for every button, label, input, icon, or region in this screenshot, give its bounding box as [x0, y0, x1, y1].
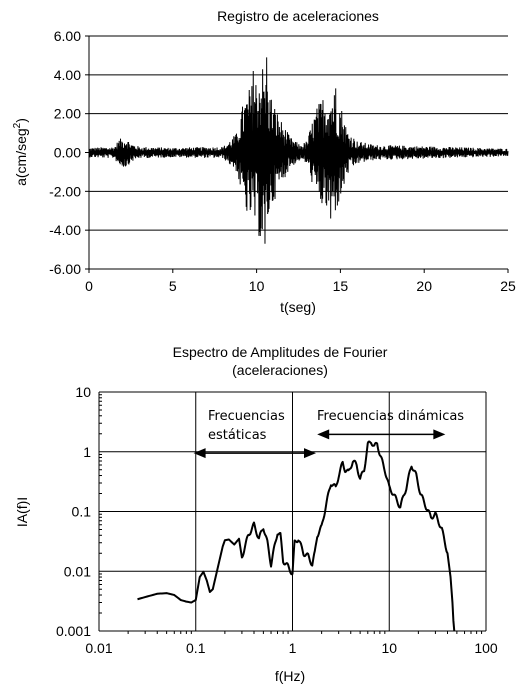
chart2-x-label: f(Hz)	[275, 668, 305, 684]
dynamic-freq-arrow-head-left	[317, 429, 330, 440]
chart1-series	[88, 57, 509, 244]
chart2-series	[137, 440, 456, 632]
chart2-y-tick-label: 0.001	[56, 623, 91, 639]
chart1-y-label-sup: 2	[12, 122, 23, 128]
chart2-y-tick-label: 0.1	[72, 504, 92, 520]
chart1-y-tick-label: 4.00	[54, 67, 81, 83]
chart1-x-label: t(seg)	[280, 299, 316, 315]
chart2-x-tick-label: 0.01	[85, 640, 112, 656]
chart1-x-tick-label: 15	[333, 278, 349, 294]
chart2-y-tick-label: 0.01	[64, 563, 91, 579]
static-freq-label-2: estáticas	[208, 428, 267, 443]
chart1-y-tick-label: -6.00	[49, 261, 81, 277]
chart1-title: Registro de aceleraciones	[217, 8, 379, 24]
acceleration-series	[88, 57, 509, 244]
chart1-x-tick-label: 5	[169, 278, 177, 294]
chart1-y-label: a(cm/seg2)	[12, 118, 29, 186]
chart2-y-label: IA(f)I	[14, 497, 30, 527]
dynamic-freq-arrow-head-right	[433, 429, 446, 440]
chart1-y-tick-label: -4.00	[49, 222, 81, 238]
chart1-y-tick-label: -2.00	[49, 183, 81, 199]
chart2-y-tick-label: 1	[83, 444, 91, 460]
static-freq-arrow-head-right	[304, 448, 317, 459]
chart1-x-tick-label: 25	[500, 278, 516, 294]
chart2-x-ticks: 0.01 0.1 1 10 100	[85, 640, 498, 656]
chart1-y-label-main: a(cm/seg	[13, 128, 29, 186]
chart1-y-label-end: )	[13, 118, 29, 123]
chart2-x-tick-label: 10	[381, 640, 397, 656]
chart2-subtitle: (aceleraciones)	[232, 362, 328, 378]
fourier-spectrum-series	[137, 440, 456, 632]
chart2-title: Espectro de Amplitudes de Fourier	[173, 344, 388, 360]
chart1-y-tick-label: 0.00	[54, 145, 81, 161]
acceleration-chart: Registro de aceleraciones 6.00 4.00 2.00 0.…	[12, 8, 516, 315]
static-freq-label-1: Frecuencias	[208, 409, 285, 424]
dynamic-freq-label: Frecuencias dinámicas	[317, 409, 464, 424]
chart1-x-tick-label: 0	[85, 278, 93, 294]
chart1-x-tick-label: 20	[416, 278, 432, 294]
chart1-y-ticks: 6.00 4.00 2.00 0.00 -2.00 -4.00 -6.00	[49, 28, 89, 277]
chart2-x-tick-label: 0.1	[186, 640, 206, 656]
chart1-y-tick-label: 2.00	[54, 106, 81, 122]
chart2-y-tick-label: 10	[75, 384, 91, 400]
chart1-x-ticks: 0 5 10 15 20 25	[85, 269, 516, 294]
chart1-y-tick-label: 6.00	[54, 28, 81, 44]
static-freq-arrow-head-left	[193, 448, 206, 459]
chart1-x-tick-label: 10	[249, 278, 265, 294]
chart2-annotations: Frecuencias estáticas Frecuencias dinámi…	[193, 409, 464, 459]
chart2-y-ticks: 10 1 0.1 0.01 0.001	[56, 384, 91, 639]
chart2-x-tick-label: 100	[474, 640, 498, 656]
chart2-x-tick-label: 1	[289, 640, 297, 656]
chart2-axes	[98, 392, 486, 634]
fourier-chart: Espectro de Amplitudes de Fourier (acele…	[14, 344, 498, 684]
chart2-gridlines	[98, 391, 487, 632]
